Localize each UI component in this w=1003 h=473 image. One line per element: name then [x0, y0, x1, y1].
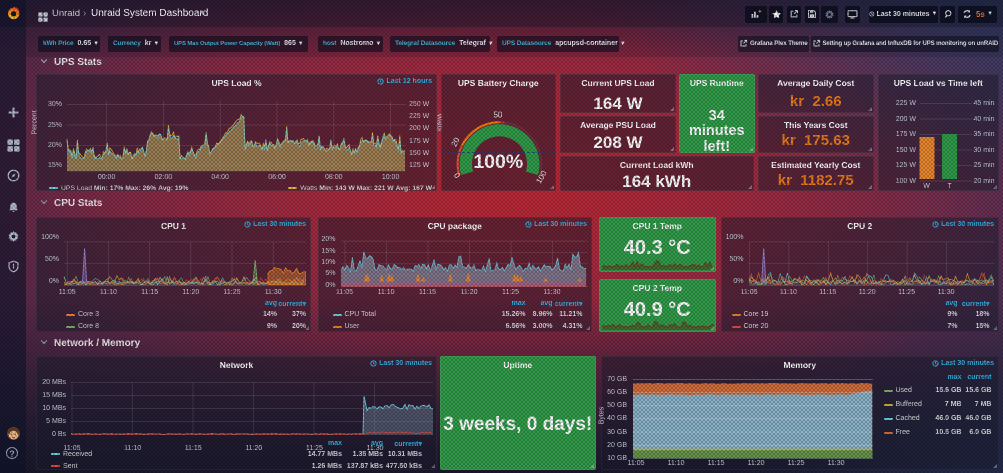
- svg-text:20: 20: [449, 136, 461, 149]
- svg-text:50: 50: [493, 111, 502, 120]
- svg-text:0: 0: [451, 171, 461, 180]
